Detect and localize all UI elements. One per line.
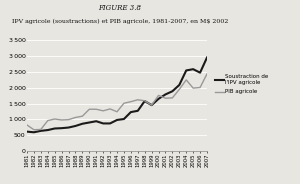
PIB agricole (32, 129, 36, 131)
PIB agricole (88, 108, 91, 110)
PIB agricole (198, 86, 202, 89)
Soustraction de
l'IPV agricole (205, 56, 209, 59)
PIB agricole (46, 119, 50, 122)
Soustraction de
l'IPV agricole (122, 118, 126, 120)
PIB agricole (143, 100, 146, 102)
Soustraction de
l'IPV agricole (150, 104, 153, 106)
PIB agricole (164, 97, 167, 99)
Soustraction de
l'IPV agricole (67, 126, 70, 129)
PIB agricole (53, 118, 56, 120)
PIB agricole (178, 88, 181, 91)
Soustraction de
l'IPV agricole (39, 130, 43, 132)
PIB agricole (101, 110, 105, 112)
PIB agricole (81, 115, 84, 117)
PIB agricole (136, 99, 140, 101)
Soustraction de
l'IPV agricole (46, 129, 50, 131)
Soustraction de
l'IPV agricole (184, 69, 188, 72)
PIB agricole (171, 97, 174, 99)
Soustraction de
l'IPV agricole (88, 121, 91, 124)
PIB agricole (74, 116, 77, 118)
PIB agricole (157, 94, 160, 96)
Line: PIB agricole: PIB agricole (27, 74, 207, 130)
Soustraction de
l'IPV agricole (60, 127, 63, 129)
Soustraction de
l'IPV agricole (178, 84, 181, 86)
Soustraction de
l'IPV agricole (94, 120, 98, 122)
Soustraction de
l'IPV agricole (198, 72, 202, 74)
PIB agricole (39, 128, 43, 130)
PIB agricole (25, 124, 29, 126)
Soustraction de
l'IPV agricole (81, 123, 84, 125)
Soustraction de
l'IPV agricole (157, 98, 160, 100)
PIB agricole (205, 73, 209, 75)
Soustraction de
l'IPV agricole (164, 93, 167, 95)
Soustraction de
l'IPV agricole (136, 110, 140, 112)
PIB agricole (191, 87, 195, 89)
PIB agricole (94, 108, 98, 110)
Soustraction de
l'IPV agricole (115, 119, 119, 121)
PIB agricole (108, 108, 112, 110)
Soustraction de
l'IPV agricole (74, 125, 77, 127)
Soustraction de
l'IPV agricole (129, 111, 133, 113)
PIB agricole (129, 101, 133, 103)
Soustraction de
l'IPV agricole (191, 68, 195, 70)
Soustraction de
l'IPV agricole (143, 100, 146, 102)
PIB agricole (122, 102, 126, 104)
PIB agricole (115, 111, 119, 113)
Soustraction de
l'IPV agricole (53, 127, 56, 130)
Text: FIGURE 3.8: FIGURE 3.8 (98, 4, 142, 12)
PIB agricole (67, 118, 70, 121)
Soustraction de
l'IPV agricole (32, 131, 36, 133)
Soustraction de
l'IPV agricole (171, 90, 174, 92)
Legend: Soustraction de
l'IPV agricole, PIB agricole: Soustraction de l'IPV agricole, PIB agri… (215, 74, 268, 94)
Soustraction de
l'IPV agricole (108, 122, 112, 125)
Soustraction de
l'IPV agricole (25, 130, 29, 133)
PIB agricole (60, 119, 63, 121)
PIB agricole (184, 79, 188, 81)
Line: Soustraction de
l'IPV agricole: Soustraction de l'IPV agricole (27, 58, 207, 132)
Text: IPV agricole (soustractions) et PIB agricole, 1981-2007, en M$ 2002: IPV agricole (soustractions) et PIB agri… (12, 18, 228, 24)
PIB agricole (150, 104, 153, 106)
Soustraction de
l'IPV agricole (101, 122, 105, 125)
